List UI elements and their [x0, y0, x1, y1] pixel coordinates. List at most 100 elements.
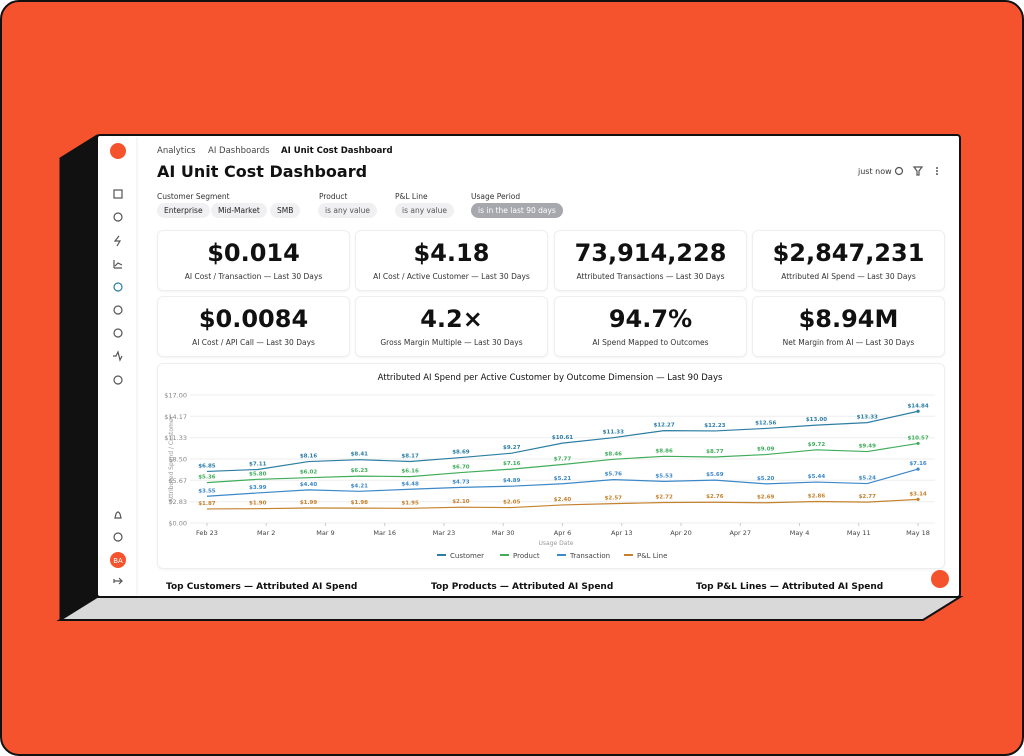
data-label: $6.70: [452, 465, 470, 471]
icon[interactable]: [113, 260, 123, 269]
x-tick-label: Apr 13: [611, 529, 633, 537]
data-label: $9.09: [757, 447, 775, 453]
filter-chip[interactable]: is any value: [395, 203, 455, 218]
data-label: $3.14: [909, 491, 927, 497]
refresh[interactable]: [894, 166, 904, 176]
x-tick-label: Feb 23: [196, 529, 218, 537]
data-label: $6.02: [300, 470, 318, 476]
data-label: $9.72: [808, 442, 826, 448]
data-label: $7.11: [249, 461, 267, 467]
x-axis-label: Usage Date: [539, 540, 574, 547]
data-label: $5.21: [554, 476, 572, 482]
y-tick-label: $2.83: [168, 498, 187, 506]
data-label: $5.53: [655, 473, 673, 479]
data-label: $2.77: [859, 494, 877, 500]
data-label: $11.33: [603, 430, 624, 436]
data-label: $5.44: [808, 474, 826, 480]
filter-chip[interactable]: Enterprise: [157, 203, 210, 218]
legend-label: Product: [513, 552, 540, 560]
icon[interactable]: [114, 511, 122, 519]
data-label: $2.69: [757, 495, 775, 501]
kpi-card: $2,847,231 Attributed AI Spend — Last 30 …: [752, 230, 945, 291]
chart-title: Attributed AI Spend per Active Customer …: [378, 373, 723, 383]
icon[interactable]: [113, 212, 123, 222]
icon[interactable]: [113, 532, 123, 542]
data-label: $3.55: [198, 488, 216, 494]
end-point: [916, 467, 920, 471]
icon[interactable]: [113, 350, 123, 362]
kpi-value: 4.2×: [420, 305, 483, 333]
data-label: $1.98: [351, 500, 369, 506]
breadcrumb[interactable]: AI Dashboards: [208, 146, 270, 156]
kpi-value: $0.0084: [198, 305, 309, 333]
kpi-card: $0.014 AI Cost / Transaction — Last 30 Da…: [157, 230, 350, 291]
kpi-label: Attributed AI Spend — Last 30 Days: [781, 272, 916, 281]
data-label: $1.87: [198, 501, 216, 507]
data-label: $1.90: [249, 501, 267, 507]
kpi-value: $0.014: [207, 239, 300, 267]
icon[interactable]: [113, 328, 123, 338]
data-label: $9.49: [859, 444, 877, 450]
data-label: $5.69: [706, 472, 724, 478]
data-label: $2.72: [655, 495, 673, 501]
series-line: [206, 468, 919, 497]
x-tick-label: May 4: [790, 529, 810, 537]
filter-chip[interactable]: is any value: [318, 203, 378, 218]
data-label: $5.80: [249, 471, 267, 477]
icon[interactable]: [113, 282, 123, 292]
x-tick-label: May 11: [847, 529, 871, 537]
y-tick-label: $14.17: [164, 413, 187, 421]
filter-chip[interactable]: Mid-Market: [211, 203, 267, 218]
data-label: $14.84: [907, 403, 928, 409]
legend-label: Customer: [450, 552, 484, 560]
data-label: $1.95: [401, 500, 419, 506]
y-tick-label: $0.00: [168, 520, 187, 528]
x-tick-label: Mar 16: [373, 529, 396, 537]
data-label: $12.23: [704, 423, 725, 429]
data-label: $8.77: [706, 449, 724, 455]
y-tick-label: $11.33: [164, 434, 187, 442]
data-label: $1.99: [300, 500, 318, 506]
series-line: [206, 498, 919, 510]
filter-label: Product: [319, 192, 348, 201]
x-tick-label: May 18: [906, 529, 930, 537]
kpi-label: Net Margin from AI — Last 30 Days: [782, 338, 915, 347]
data-label: $10.57: [907, 435, 928, 441]
kpi-card: 94.7% AI Spend Mapped to Outcomes: [554, 296, 747, 357]
data-label: $4.48: [401, 481, 419, 487]
avatar[interactable]: [110, 552, 126, 568]
kpi-value: 94.7%: [608, 305, 693, 333]
section-title: Top Products — Attributed AI Spend: [431, 582, 614, 592]
icon[interactable]: [113, 577, 123, 585]
chat-button[interactable]: [931, 570, 949, 588]
icon[interactable]: [113, 189, 123, 199]
kpi-card: $0.0084 AI Cost / API Call — Last 30 Days: [157, 296, 350, 357]
sidebar-icons: [113, 166, 924, 585]
kpi-label: Attributed Transactions — Last 30 Days: [576, 272, 725, 281]
more[interactable]: [936, 167, 938, 175]
kpi-card: $8.94M Net Margin from AI — Last 30 Days: [752, 296, 945, 357]
end-point: [916, 497, 920, 501]
end-point: [916, 409, 920, 413]
data-label: $3.99: [249, 485, 267, 491]
data-label: $2.86: [808, 493, 826, 499]
filter-chip[interactable]: is in the last 90 days: [471, 203, 563, 218]
kpi-value: $8.94M: [798, 305, 899, 333]
breadcrumb[interactable]: Analytics: [157, 146, 196, 156]
x-tick-label: Mar 9: [316, 529, 334, 537]
data-label: $6.16: [401, 469, 419, 475]
kpi-value: $2,847,231: [772, 239, 925, 267]
data-label: $6.85: [198, 463, 216, 469]
y-tick-label: $8.50: [168, 456, 187, 464]
data-label: $9.27: [503, 445, 521, 451]
icon[interactable]: [113, 375, 123, 385]
filter[interactable]: [912, 166, 924, 176]
icon[interactable]: [113, 305, 123, 315]
legend-label: P&L Line: [637, 552, 667, 560]
status: just now: [858, 167, 892, 176]
icon[interactable]: [113, 235, 122, 247]
data-label: $6.23: [351, 468, 369, 474]
filter-chip[interactable]: SMB: [270, 203, 301, 218]
